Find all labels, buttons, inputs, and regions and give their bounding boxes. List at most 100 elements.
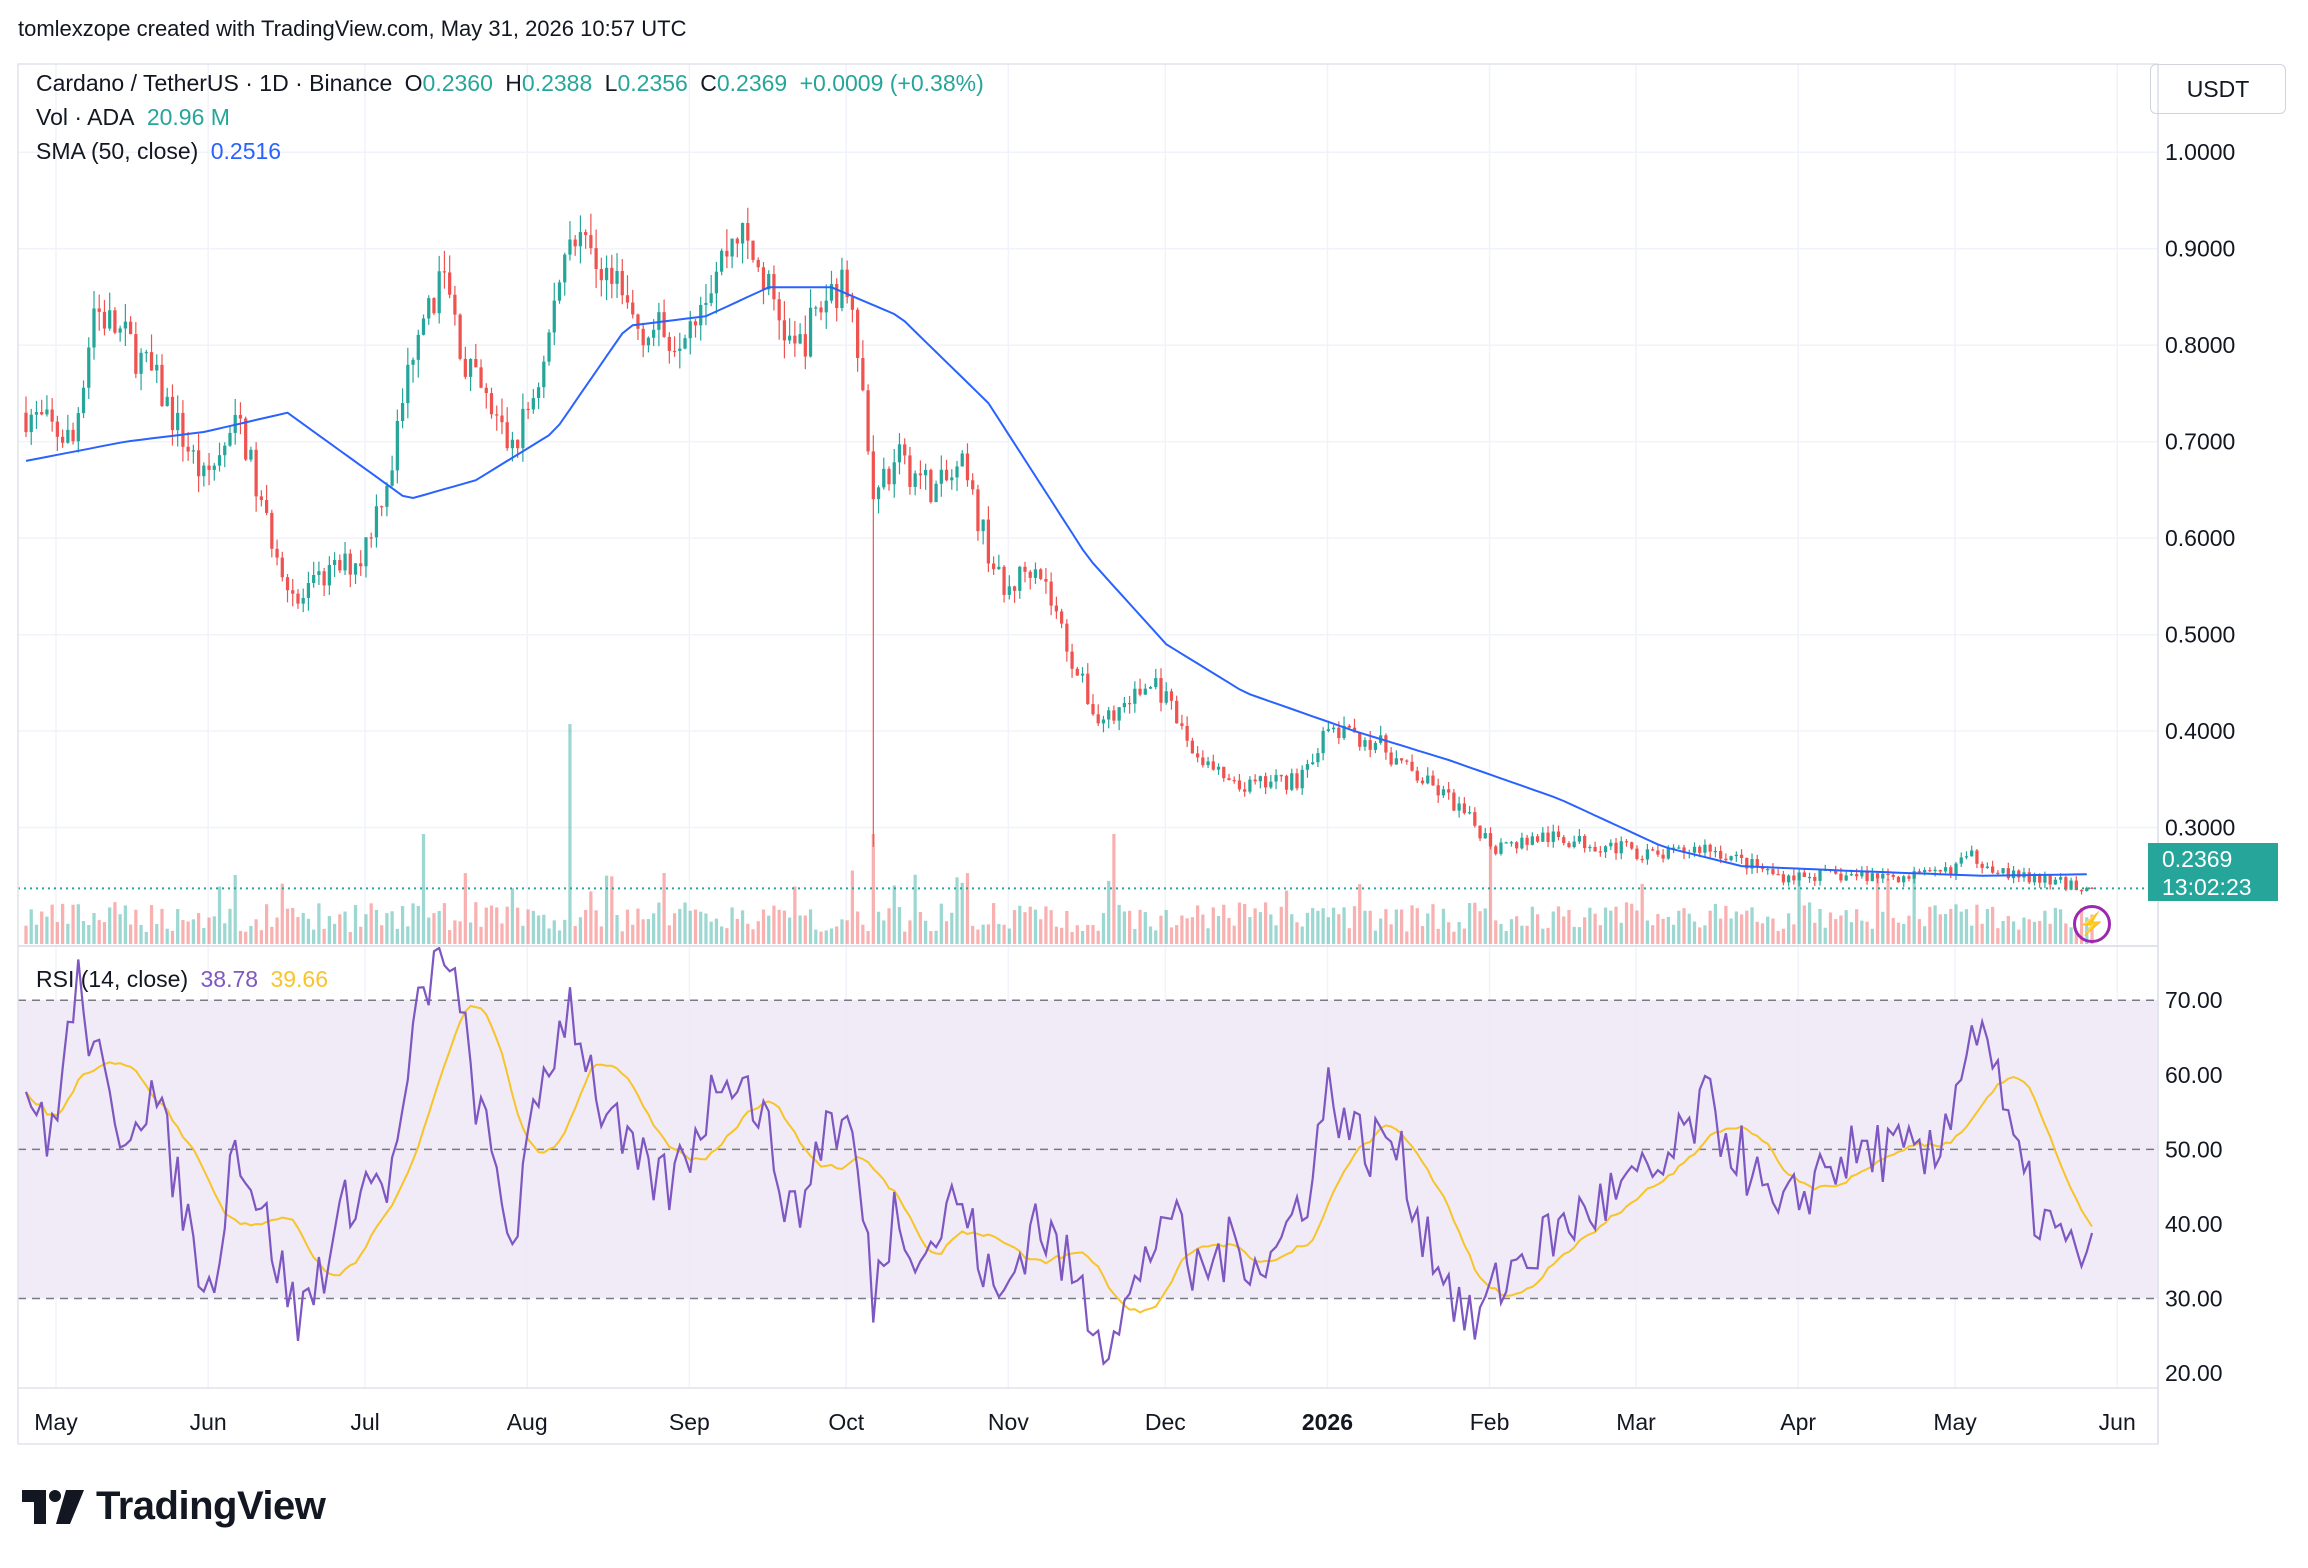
candle-body — [1949, 867, 1953, 874]
volume-bar — [861, 924, 865, 944]
lightning-icon[interactable]: ⚡ — [2073, 905, 2111, 943]
candle-body — [876, 487, 881, 500]
volume-bar — [782, 910, 787, 944]
high-value: 0.2388 — [521, 70, 593, 96]
volume-bar — [1358, 884, 1362, 944]
rsi-axis-ticks: 70.00 60.00 50.00 40.00 30.00 20.00 — [2165, 987, 2223, 1386]
volume-bar — [1405, 931, 1409, 944]
candle-body — [139, 352, 143, 374]
candle-body — [1724, 858, 1728, 861]
candle-body — [730, 238, 734, 257]
candle-body — [1813, 876, 1817, 881]
candle-body — [965, 453, 970, 481]
candle-body — [207, 465, 211, 470]
candle-body — [1107, 710, 1111, 720]
candle-body — [500, 415, 504, 423]
volume-bar — [1331, 907, 1336, 944]
candle-body — [892, 462, 896, 485]
candle-body — [960, 453, 964, 467]
candle-body — [1520, 837, 1524, 849]
candle-body — [2043, 874, 2047, 883]
volume-bar — [1206, 928, 1210, 944]
symbol-name[interactable]: Cardano / TetherUS · 1D · Binance — [36, 70, 393, 96]
candle-body — [280, 557, 284, 578]
volume-bar — [991, 903, 996, 944]
candle-body — [1410, 761, 1414, 771]
candle-body — [589, 235, 593, 249]
candle-body — [1865, 871, 1869, 882]
volume-bar — [1441, 908, 1446, 944]
volume-bar — [2017, 929, 2021, 944]
symbol-legend: Cardano / TetherUS · 1D · Binance O0.236… — [36, 70, 990, 97]
candle-body — [1059, 611, 1064, 624]
volume-bar — [1828, 912, 1833, 944]
candle-body — [301, 597, 305, 604]
volume-bar — [406, 926, 410, 944]
low-value: 0.2356 — [617, 70, 688, 96]
volume-bar — [1645, 920, 1650, 944]
volume-bar — [646, 919, 651, 944]
volume-bar — [81, 921, 86, 944]
volume-label: Vol · ADA — [36, 104, 135, 130]
volume-bar — [76, 904, 80, 944]
volume-bar — [223, 923, 227, 944]
candle-body — [1117, 707, 1121, 721]
candle-body — [1546, 832, 1550, 842]
candle-body — [1478, 825, 1482, 839]
volume-bar — [1609, 910, 1613, 944]
volume-bar — [944, 921, 949, 944]
frame — [17, 63, 2159, 1445]
candle-body — [71, 429, 75, 442]
volume-bar — [1844, 910, 1848, 944]
candle-body — [448, 272, 452, 295]
volume-bar — [1886, 878, 1890, 944]
volume-bar — [1415, 908, 1419, 944]
volume-bar — [1630, 903, 1634, 944]
volume-bar — [2048, 923, 2052, 944]
sma-legend[interactable]: SMA (50, close) 0.2516 — [36, 138, 287, 165]
candle-body — [981, 519, 985, 532]
volume-bar — [1802, 905, 1806, 944]
volume-bar — [1619, 922, 1623, 944]
open-value: 0.2360 — [422, 70, 493, 96]
volume-bar — [385, 913, 389, 944]
volume-bar — [819, 931, 823, 944]
volume-bar — [1959, 911, 1963, 944]
volume-bar — [1902, 923, 1906, 944]
volume-bar — [777, 909, 781, 944]
volume-bar — [1870, 928, 1874, 944]
volume-bar — [291, 907, 295, 944]
rsi-legend[interactable]: RSI (14, close) 38.78 39.66 — [36, 966, 334, 993]
volume-legend[interactable]: Vol · ADA 20.96 M — [36, 104, 236, 131]
volume-bar — [1834, 919, 1838, 944]
candle-body — [552, 300, 556, 333]
volume-bar — [547, 928, 551, 944]
volume-bar — [939, 903, 943, 944]
volume-bar — [1603, 907, 1608, 944]
volume-bar — [296, 917, 300, 944]
candle-body — [950, 477, 954, 481]
time-tick-label: Feb — [1470, 1409, 1510, 1435]
volume-bar — [1677, 910, 1681, 944]
volume-bar — [1201, 914, 1205, 944]
candle-body — [1912, 871, 1916, 879]
volume-bar — [971, 925, 975, 944]
candle-body — [1143, 688, 1147, 695]
volume-bar — [500, 923, 504, 944]
candle-body — [1122, 703, 1127, 708]
volume-bar — [1222, 904, 1226, 944]
volume-bar — [751, 929, 755, 944]
volume-bar — [1269, 914, 1273, 944]
volume-bar — [1530, 906, 1534, 944]
volume-bar — [720, 926, 724, 944]
volume-bar — [1107, 880, 1111, 944]
volume-bar — [934, 930, 938, 944]
candle-body — [1331, 727, 1336, 730]
candle-body — [1902, 876, 1906, 883]
candle-body — [1311, 762, 1315, 765]
currency-selector[interactable]: USDT — [2150, 64, 2286, 114]
volume-bar — [1881, 911, 1885, 944]
sma-line — [25, 286, 2087, 877]
price-axis-ticks: 1.0000 0.9000 0.8000 0.7000 0.6000 0.5000 0.40… — [2165, 139, 2235, 840]
